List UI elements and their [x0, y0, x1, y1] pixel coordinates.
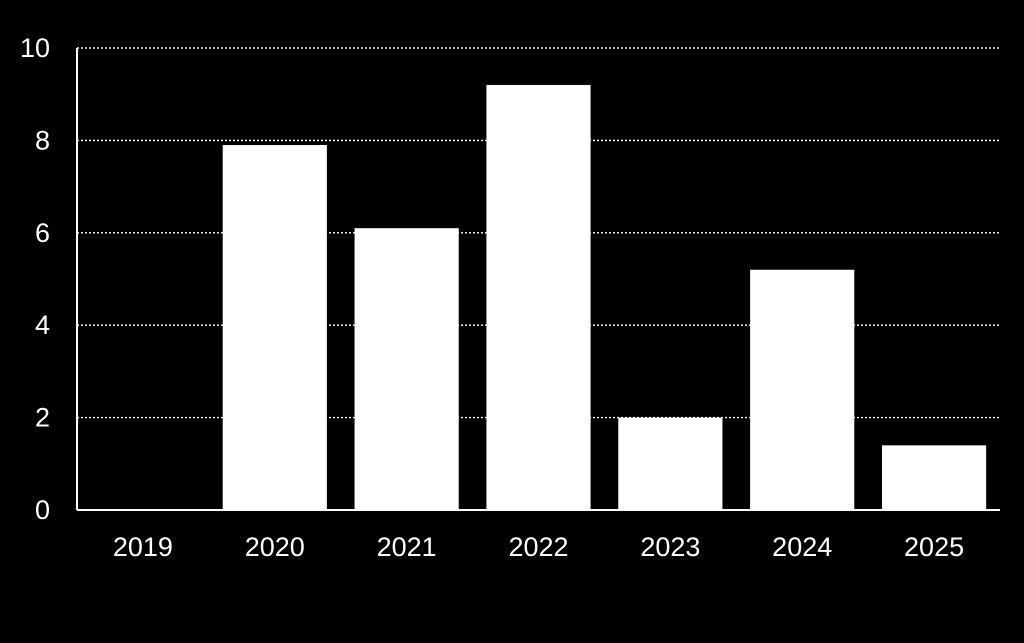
bar-2021: [354, 228, 459, 510]
x-tick-label: 2022: [508, 532, 568, 562]
bar-2023: [618, 417, 723, 510]
bars: [222, 84, 987, 511]
y-tick-label: 4: [35, 310, 50, 340]
x-tick-label: 2023: [640, 532, 700, 562]
y-tick-label: 0: [35, 495, 50, 525]
x-tick-label: 2024: [772, 532, 832, 562]
y-tick-labels: 0 2 4 6 8 10: [20, 33, 50, 525]
x-tick-label: 2025: [904, 532, 964, 562]
x-tick-label: 2019: [113, 532, 173, 562]
bar-2024: [750, 269, 855, 510]
bar-2025: [881, 445, 987, 510]
y-tick-label: 6: [35, 218, 50, 248]
x-tick-label: 2020: [245, 532, 305, 562]
y-tick-label: 10: [20, 33, 50, 63]
bar-2022: [486, 84, 591, 511]
axes: [76, 48, 1000, 511]
y-tick-label: 2: [35, 403, 50, 433]
x-tick-label: 2021: [377, 532, 437, 562]
bar-2020: [222, 145, 327, 510]
x-tick-labels: 2019 2020 2021 2022 2023 2024 2025: [113, 532, 964, 562]
y-tick-label: 8: [35, 125, 50, 155]
